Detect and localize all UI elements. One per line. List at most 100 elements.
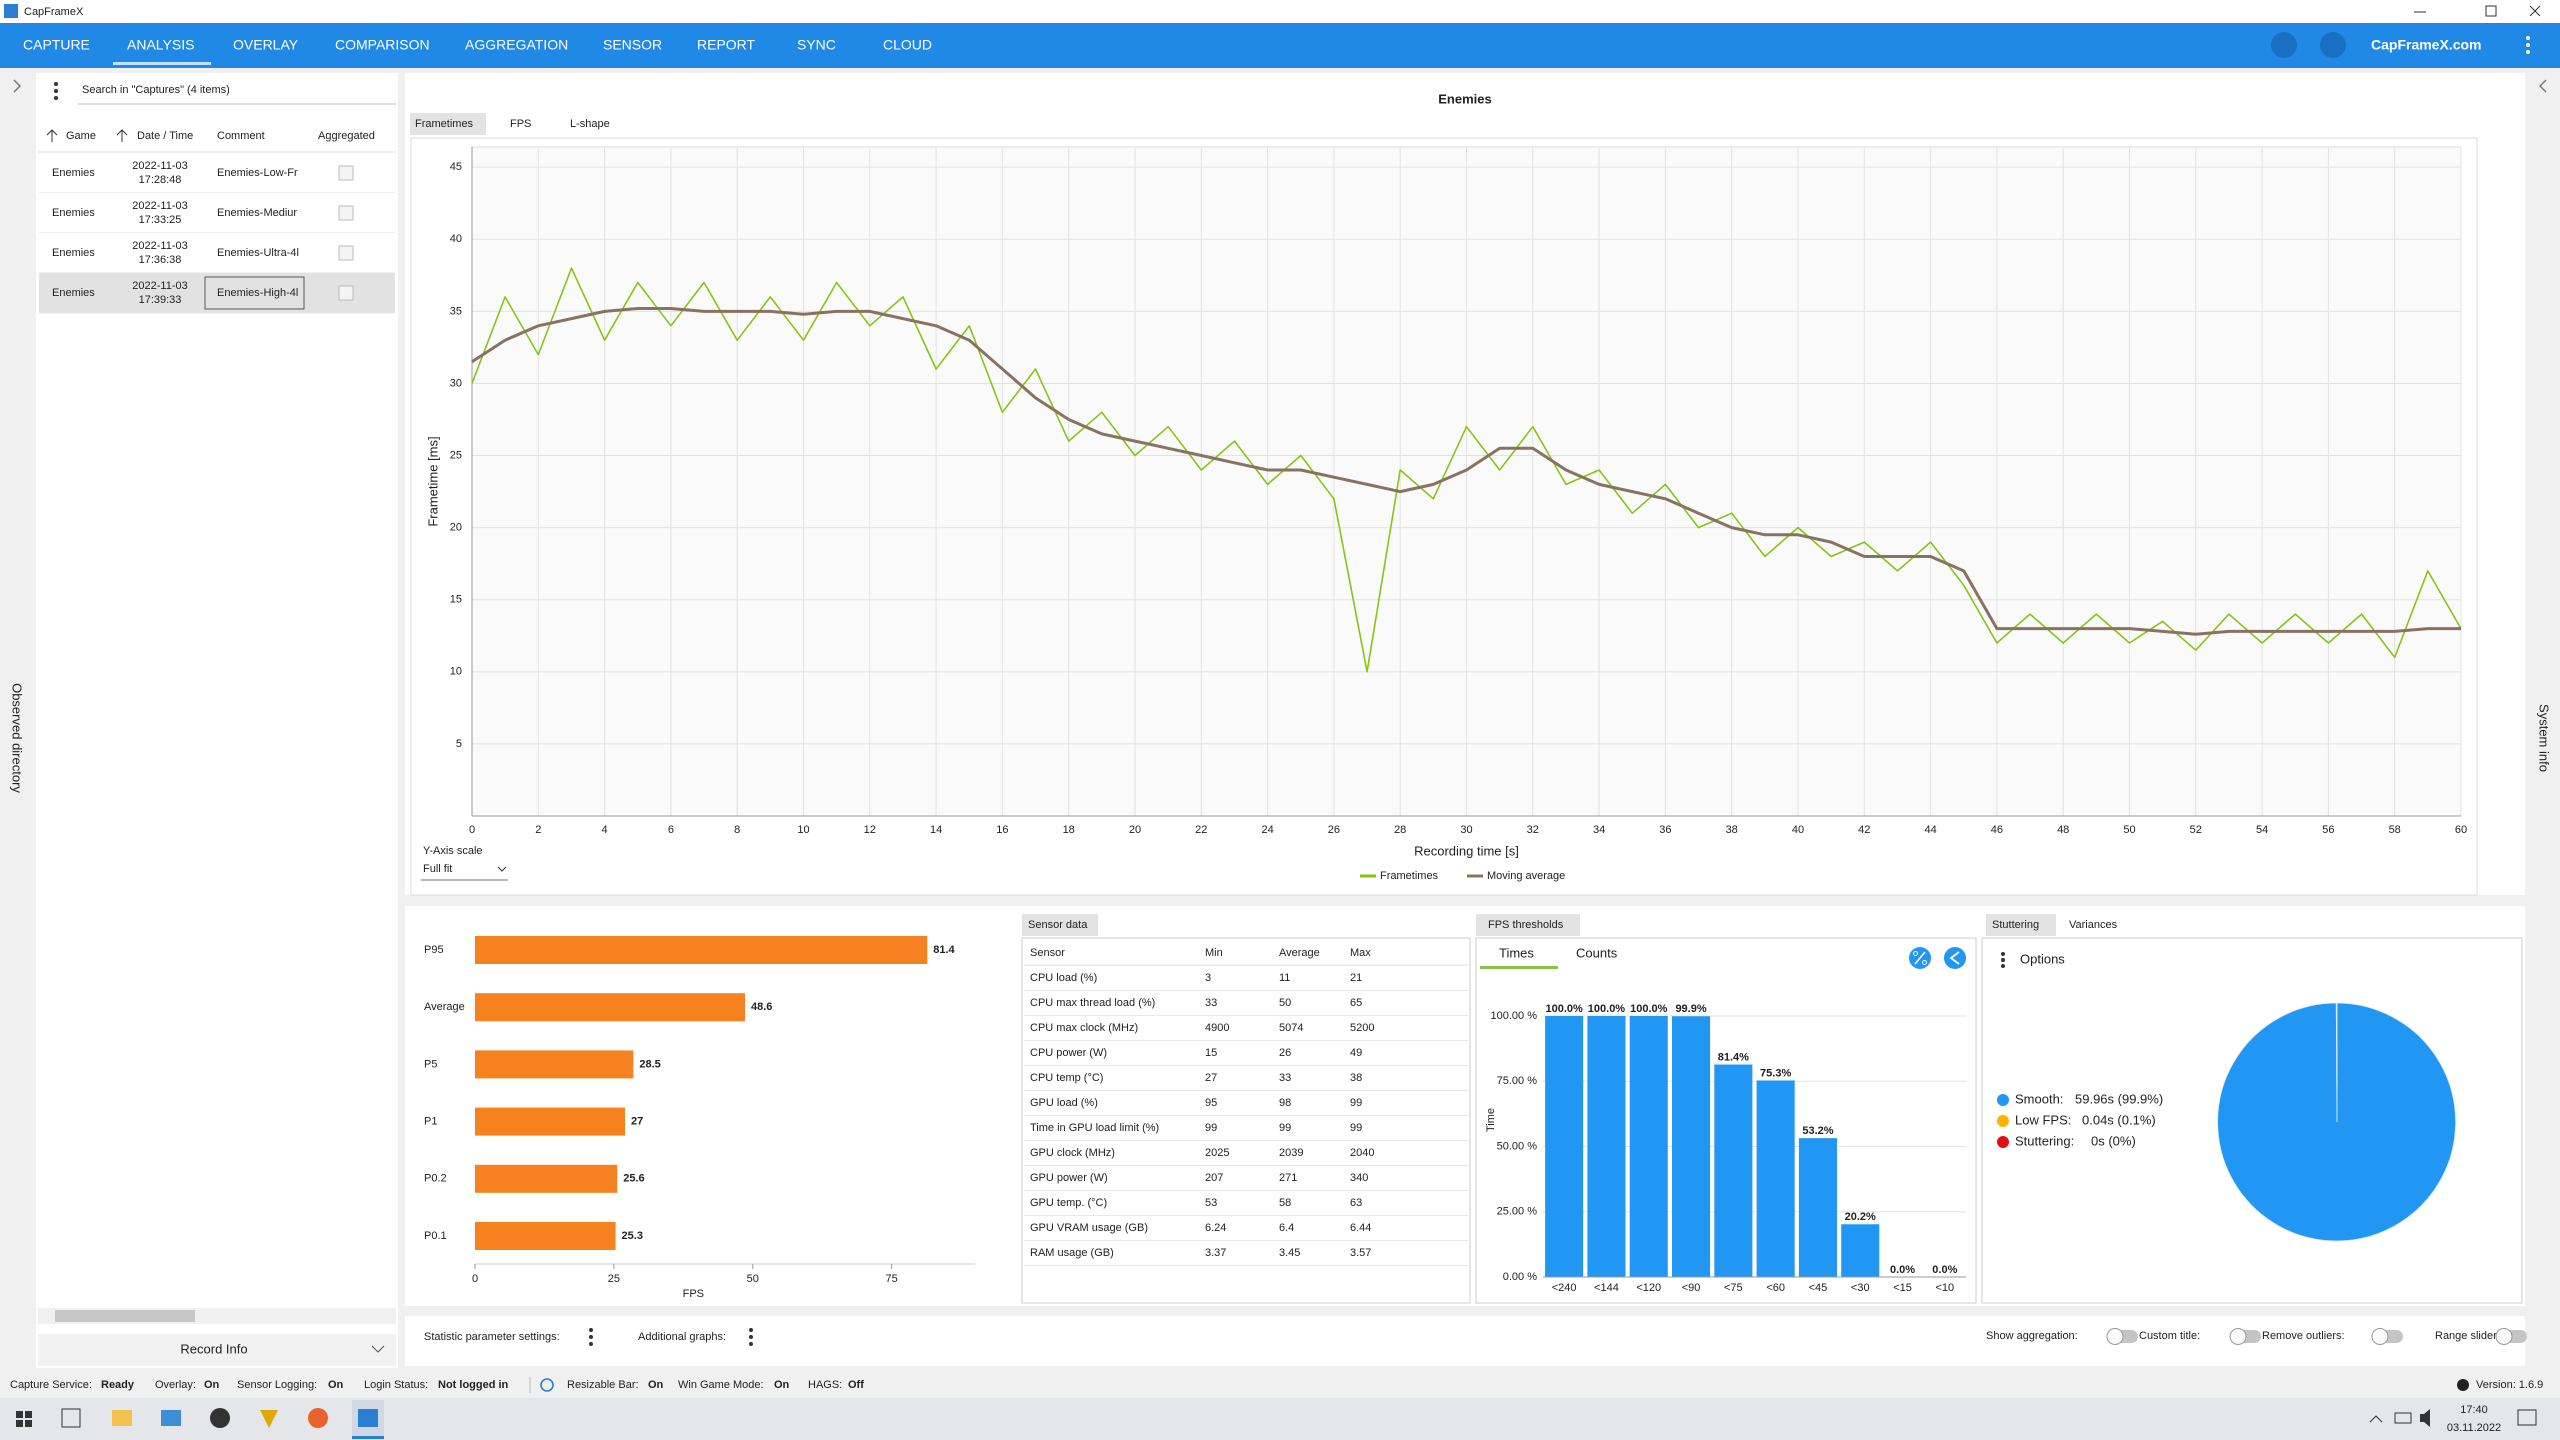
category-label: P5 [424,1058,437,1070]
close-button[interactable] [2529,5,2541,17]
options-button[interactable]: Options [2020,951,2065,966]
bar [475,936,928,964]
y-tick-label: 45 [450,161,462,173]
view-tab[interactable]: Frametimes [415,118,474,130]
taskbar-app[interactable] [161,1410,181,1426]
x-tick-label: 25 [608,1273,620,1285]
aggregated-checkbox[interactable] [338,165,354,181]
settings-label: Additional graphs: [638,1331,726,1343]
menu-dot[interactable] [589,1328,593,1332]
stuttering-frame [1981,937,2523,1304]
status-value: Off [848,1379,864,1391]
y-tick-label: 20 [450,522,462,534]
menu-dot[interactable] [749,1335,753,1339]
notifications[interactable] [2517,1409,2537,1426]
menu-item[interactable]: SYNC [797,37,836,53]
y-tick-label: 75.00 % [1497,1075,1538,1087]
stuttering-tab[interactable]: Stuttering [1992,919,2039,931]
x-tick-label: 8 [734,824,740,836]
subtab[interactable]: Counts [1576,945,1618,960]
status-value: On [648,1379,664,1391]
menu-item[interactable]: COMPARISON [335,37,430,53]
sensor-cell: 21 [1350,972,1362,984]
taskbar-app[interactable] [358,1409,378,1427]
menu-item[interactable]: ANALYSIS [127,37,194,53]
view-tab[interactable]: L-shape [570,118,610,130]
aggregated-checkbox[interactable] [338,205,354,221]
tray-network[interactable] [2394,1412,2412,1424]
capture-date: 2022-11-03 [132,200,187,212]
category-label: Average [424,1001,465,1013]
sensor-cell: 5200 [1350,1022,1374,1034]
x-tick-label: 48 [2057,824,2069,836]
tray-volume[interactable] [2420,1409,2430,1427]
capture-time: 17:33:25 [139,214,182,226]
sort-arrow [46,129,58,142]
bar-value-label: 75.3% [1760,1067,1791,1079]
y-axis-scale-label: Y-Axis scale [423,845,483,857]
column-header: Date / Time [137,130,193,142]
view-tab[interactable]: FPS [510,118,531,130]
y-axis-scale-value[interactable]: Full fit [423,863,452,875]
sensor-column-header: Sensor [1030,947,1065,959]
start-button[interactable] [16,1411,32,1427]
x-tick-label: 54 [2256,824,2268,836]
capture-row[interactable] [39,273,395,313]
menu-item[interactable]: CLOUD [883,37,932,53]
capture-row[interactable] [39,153,395,193]
stuttering-tab[interactable]: Variances [2069,919,2118,931]
sensor-cell: 33 [1279,1072,1291,1084]
status-label: HAGS: [808,1379,842,1391]
frametime-line [471,267,2462,673]
y-axis-label: Time [1485,1108,1497,1132]
taskbar-app[interactable] [308,1408,328,1428]
x-tick-label: 18 [1063,824,1075,836]
menu-item[interactable]: REPORT [697,37,756,53]
taskbar-app[interactable] [260,1410,278,1428]
menu-item[interactable]: OVERLAY [233,37,299,53]
collapse-toggle[interactable] [1944,947,1966,969]
menu-item[interactable]: SENSOR [603,37,662,53]
aggregated-checkbox[interactable] [338,285,354,301]
y-tick-label: 10 [450,666,462,678]
expand-left[interactable] [13,79,22,93]
refresh-icon[interactable] [540,1378,554,1392]
capture-row[interactable] [39,233,395,273]
status-label: Win Game Mode: [678,1379,764,1391]
sensor-cell: CPU load (%) [1030,972,1097,984]
x-tick-label: 2 [535,824,541,836]
tray-expand[interactable] [2369,1415,2383,1423]
bar-value-label: 25.3 [622,1230,643,1242]
menu-dot[interactable] [589,1335,593,1339]
bar-value-label: 100.0% [1588,1003,1626,1015]
x-tick-label: <240 [1552,1282,1577,1294]
task-view[interactable] [61,1408,81,1428]
legend-category: Low FPS: [2015,1112,2071,1127]
menu-icon[interactable] [2271,32,2297,58]
expand-right[interactable] [2538,79,2547,93]
capture-comment: Enemies-Low-Fr [217,167,298,179]
menu-dots[interactable] [2526,36,2530,54]
sensor-cell: 49 [1350,1047,1362,1059]
menu-dot[interactable] [749,1328,753,1332]
sensor-cell: 95 [1205,1097,1217,1109]
menu-item[interactable]: CAPTURE [23,37,90,53]
subtab[interactable]: Times [1499,945,1534,960]
website-link[interactable]: CapFrameX.com [2371,37,2481,53]
restore-button[interactable] [2485,5,2497,17]
record-info: Record Info [180,1341,247,1356]
sensor-cell: 3.37 [1205,1247,1226,1259]
taskbar-app[interactable] [112,1410,132,1426]
capture-comment: Enemies-Mediur [217,207,297,219]
menu-item[interactable]: AGGREGATION [465,37,568,53]
x-tick-label: <10 [1936,1282,1955,1294]
taskbar-app[interactable] [210,1408,230,1428]
menu-dot[interactable] [589,1342,593,1346]
menu-dot[interactable] [749,1342,753,1346]
sensor-cell: RAM usage (GB) [1030,1247,1114,1259]
aggregated-checkbox[interactable] [338,245,354,261]
login-icon[interactable] [2320,32,2346,58]
sensor-cell: 99 [1350,1122,1362,1134]
capture-row[interactable] [39,193,395,233]
search-menu-dot [54,96,58,100]
